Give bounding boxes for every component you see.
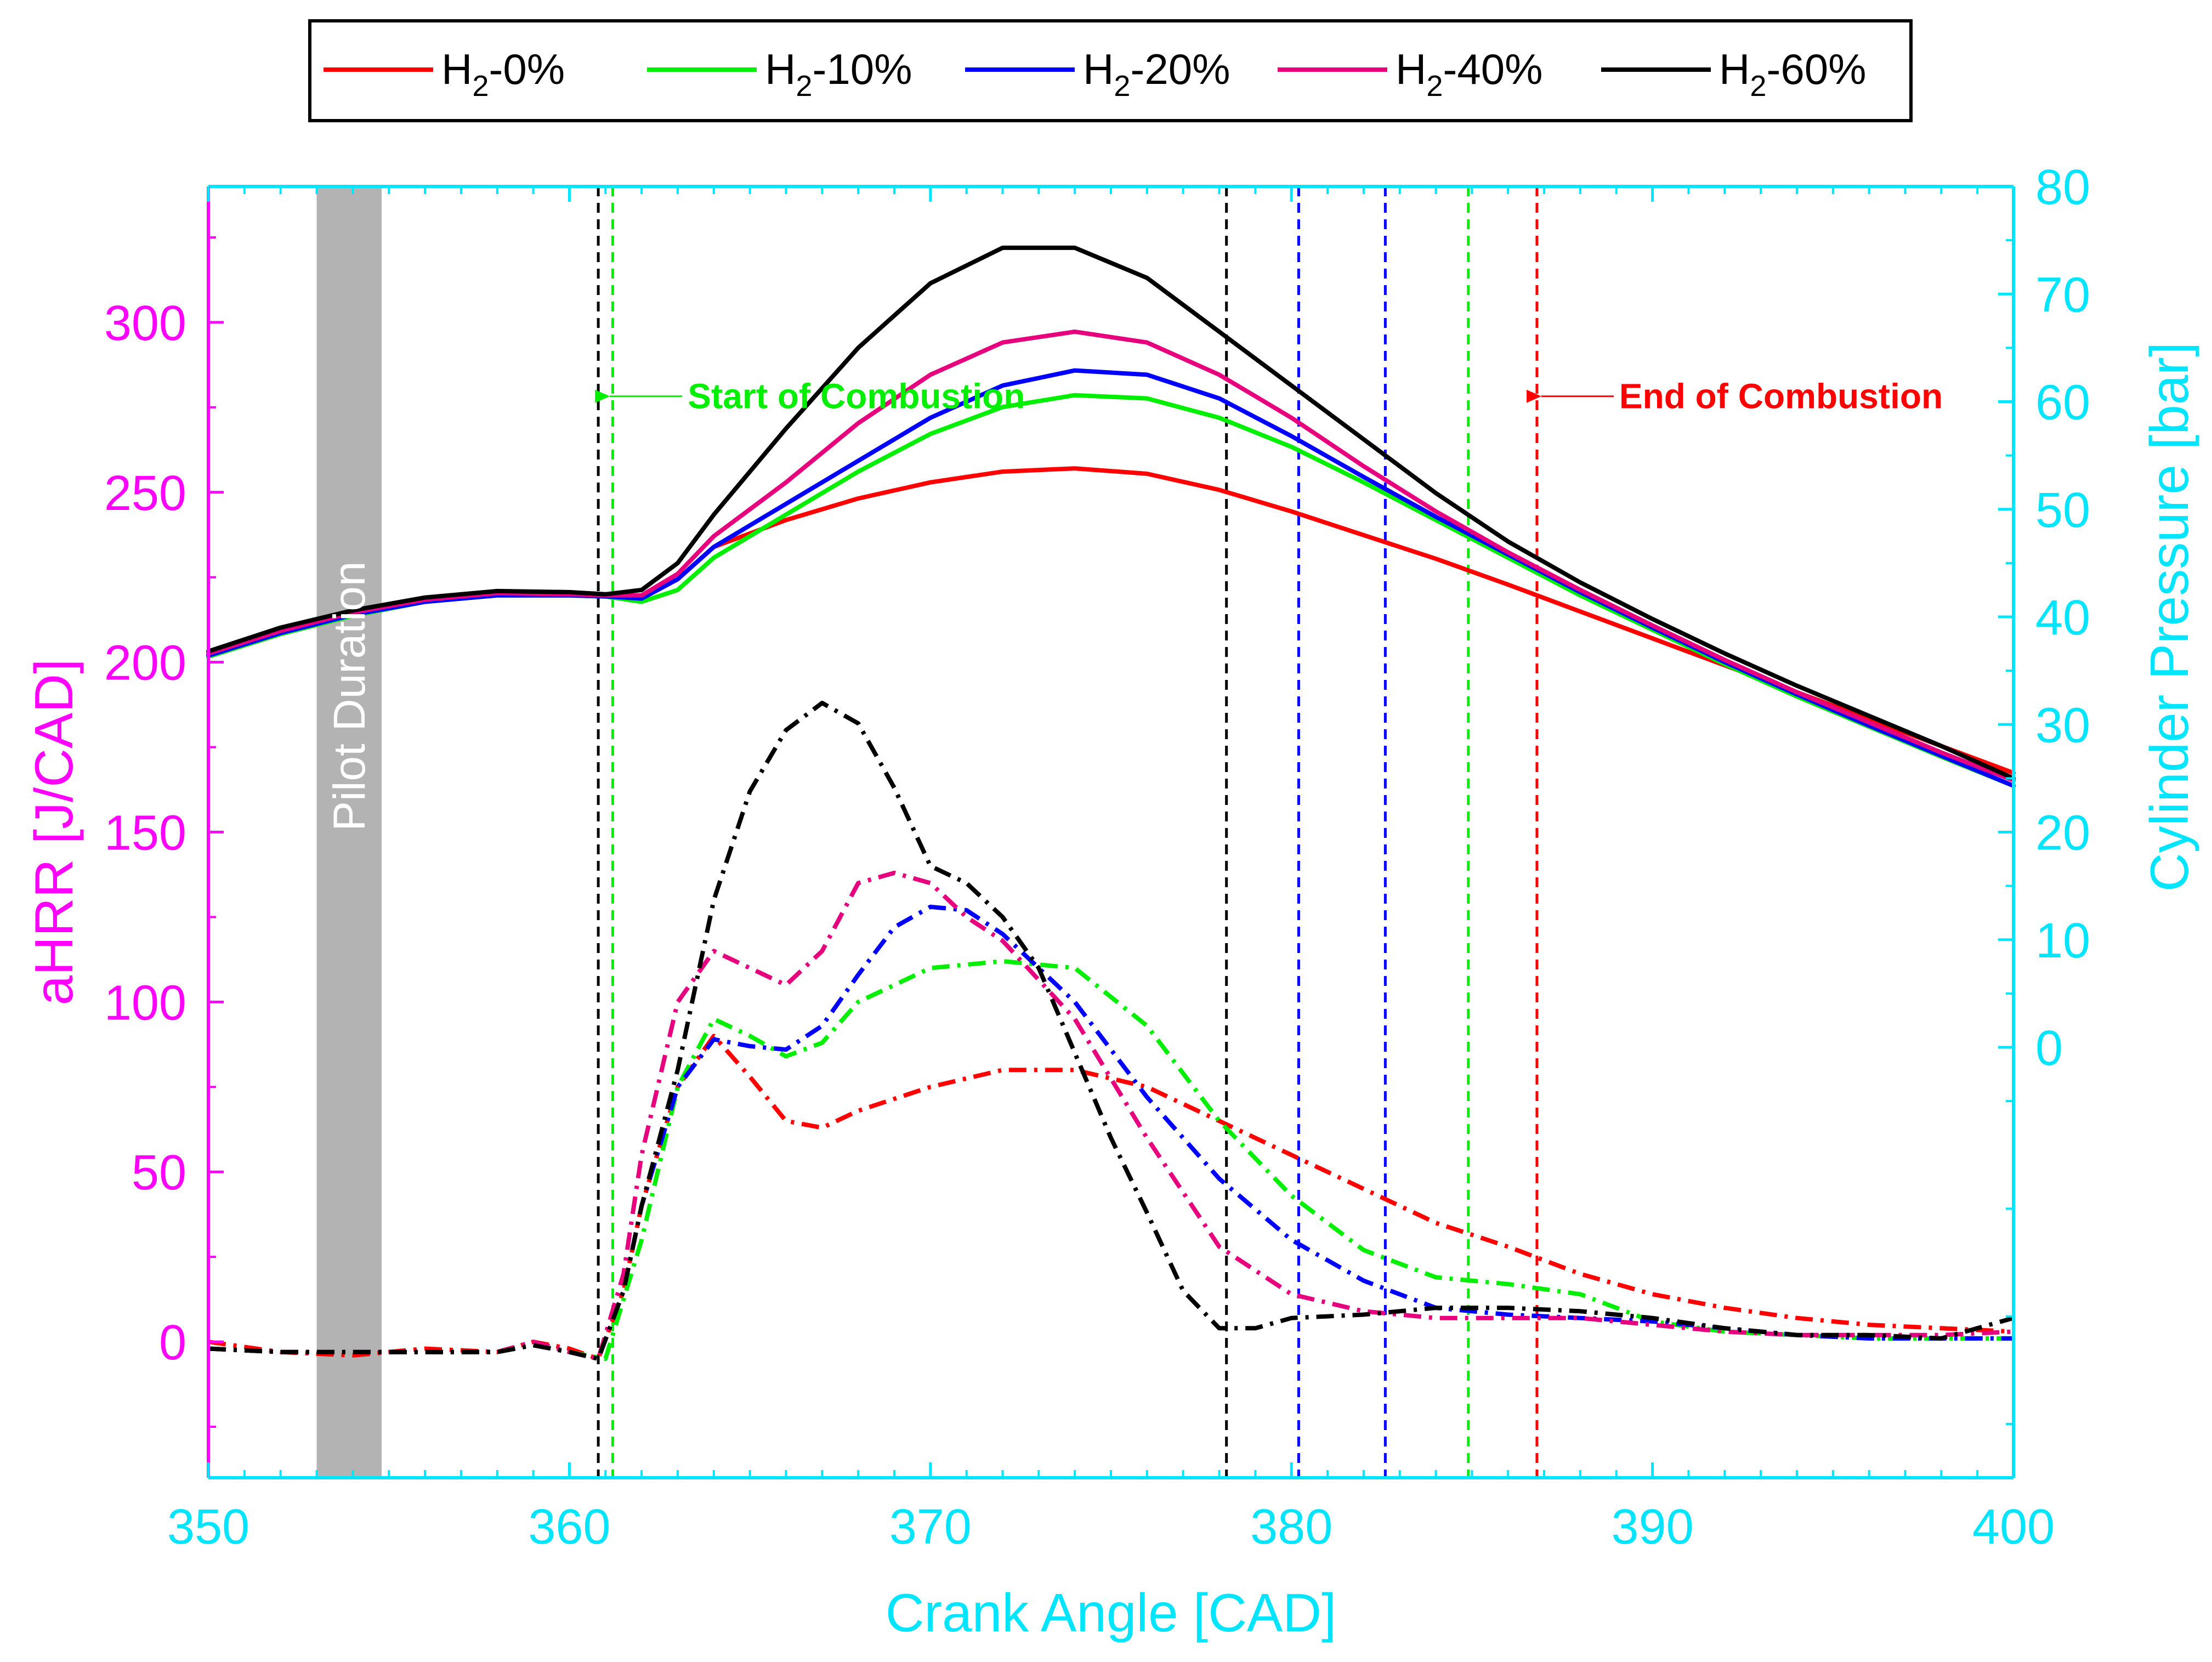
end-of-combustion-label: End of Combustion: [1619, 377, 1943, 416]
x-tick-label: 380: [1250, 1500, 1332, 1555]
right-tick-label: 40: [2035, 591, 2090, 645]
left-tick-label: 200: [104, 636, 186, 691]
x-tick-label: 400: [1972, 1500, 2055, 1555]
pressure-line-h2-20-: [206, 368, 2016, 789]
legend-label: H2-20%: [1083, 45, 1230, 103]
right-tick-label: 10: [2035, 914, 2090, 968]
left-axis-title: aHRR [J/CAD]: [24, 659, 84, 1006]
left-tick-label: 0: [159, 1315, 186, 1370]
legend: H2-0% H2-10% H2-20% H2-40% H2-60%: [308, 19, 1913, 122]
pilot-duration-label: Pilot Duration: [325, 561, 375, 831]
pressure-line-h2-60-: [206, 245, 2016, 781]
pilot-duration-band: [316, 186, 382, 1478]
legend-label: H2-40%: [1396, 45, 1542, 103]
ahrr-line-h2-60-: [208, 701, 2015, 1362]
x-tick-label: 360: [528, 1500, 610, 1555]
left-tick-label: 100: [104, 975, 186, 1030]
right-tick-label: 0: [2035, 1021, 2063, 1076]
left-tick-label: 250: [104, 466, 186, 521]
legend-label: H2-0%: [441, 45, 565, 103]
right-tick-label: 60: [2035, 376, 2090, 430]
right-tick-label: 20: [2035, 806, 2090, 861]
pressure-line-h2-0-: [206, 466, 2016, 775]
legend-label: H2-10%: [765, 45, 912, 103]
start-of-combustion-label: Start of Combustion: [688, 377, 1025, 416]
ahrr-line-h2-40-: [208, 870, 2014, 1362]
ahrr-line-h2-20-: [208, 904, 2014, 1362]
ahrr-line-h2-0-: [208, 1034, 2014, 1362]
right-tick-label: 70: [2035, 268, 2090, 322]
right-tick-label: 30: [2035, 698, 2090, 753]
legend-label: H2-60%: [1719, 45, 1866, 103]
left-tick-label: 150: [104, 806, 186, 861]
right-axis-title: Cylinder Pressure [bar]: [2139, 342, 2199, 892]
right-tick-label: 50: [2035, 483, 2090, 538]
left-tick-label: 300: [104, 296, 186, 351]
ahrr-line-h2-10-: [208, 959, 2014, 1362]
x-tick-label: 390: [1612, 1500, 1694, 1555]
left-tick-label: 50: [132, 1145, 186, 1200]
right-tick-label: 80: [2035, 160, 2090, 215]
x-tick-label: 350: [167, 1500, 249, 1555]
x-tick-label: 370: [889, 1500, 972, 1555]
x-axis-title: Crank Angle [CAD]: [886, 1582, 1336, 1643]
